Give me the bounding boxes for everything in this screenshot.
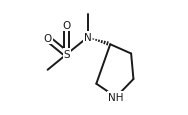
Text: O: O — [63, 21, 71, 31]
Text: S: S — [63, 50, 70, 60]
Text: NH: NH — [108, 92, 124, 102]
Text: O: O — [43, 34, 52, 44]
Text: N: N — [84, 33, 92, 43]
